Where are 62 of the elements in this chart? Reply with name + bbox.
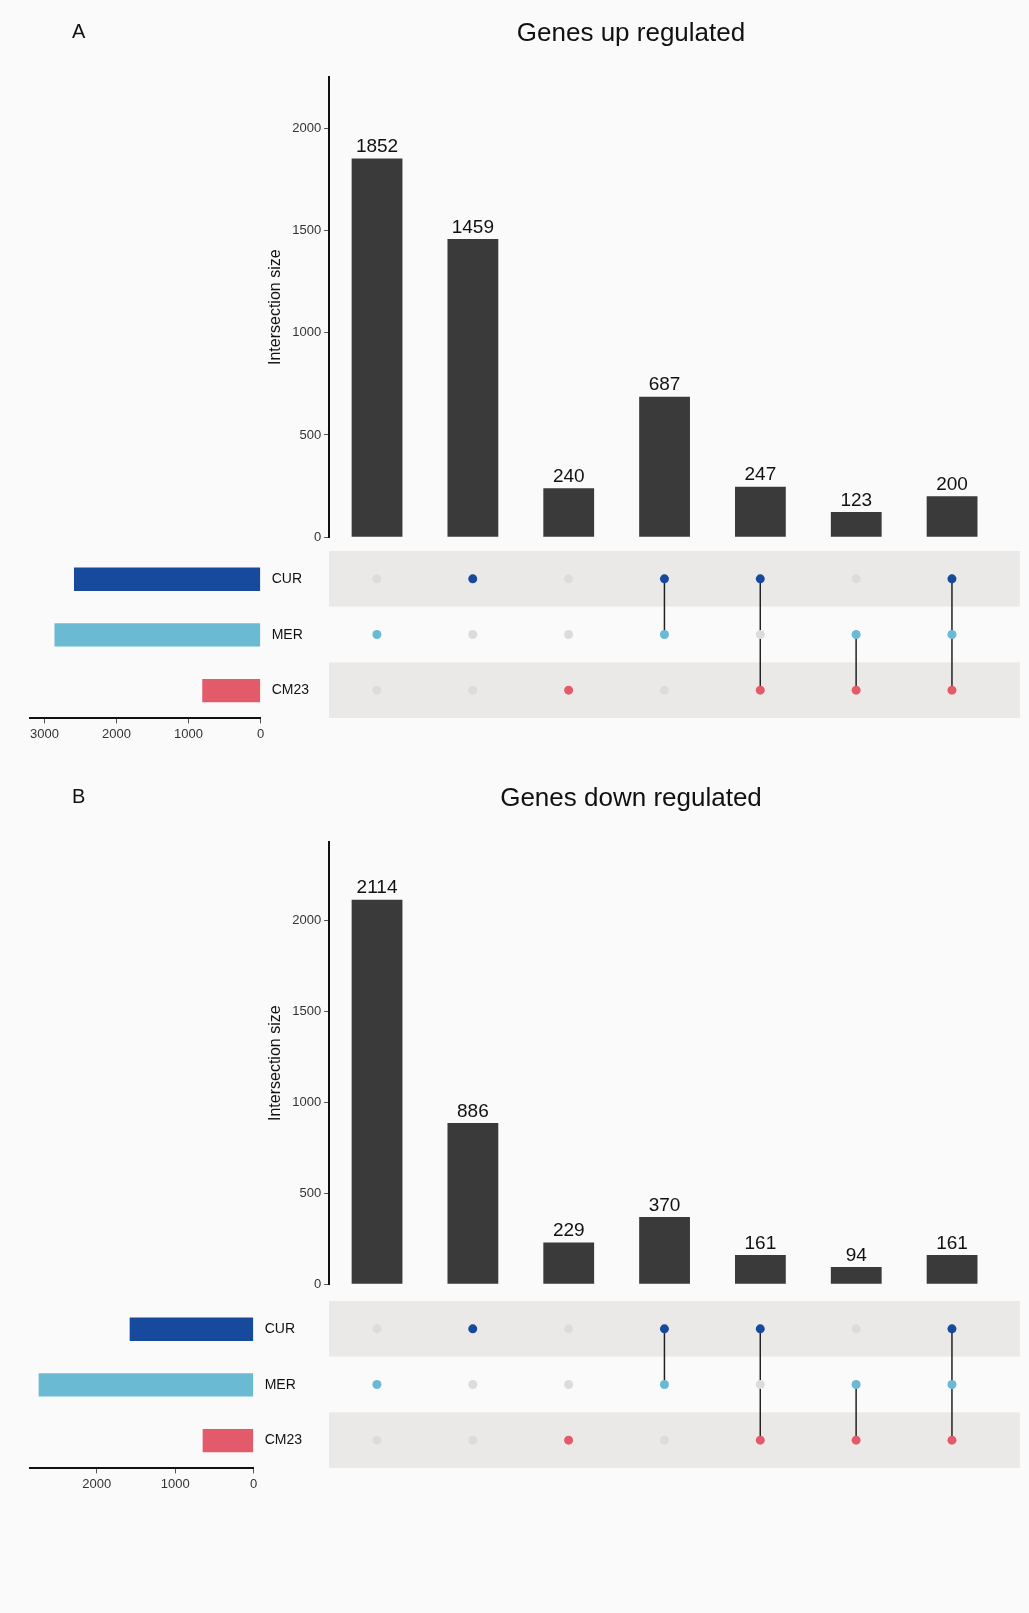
y-tick-label: 0: [313, 528, 322, 544]
bar: [73, 567, 261, 591]
bar: [830, 1267, 882, 1284]
bar: [639, 1216, 690, 1284]
x-tick-label: 2000: [102, 725, 131, 741]
y-tick-label: MER: [264, 1375, 296, 1392]
bar: [735, 1254, 786, 1284]
data-label: 886: [457, 1099, 489, 1121]
x-tick-label: 1000: [174, 725, 204, 741]
bar: [447, 238, 499, 537]
y-tick-label: 500: [299, 1184, 322, 1200]
x-tick-label: 0: [250, 1475, 258, 1491]
bar: [830, 512, 882, 537]
data-label: 161: [936, 1231, 968, 1253]
chart-title: Genes up regulated: [516, 16, 746, 47]
bar: [202, 1428, 254, 1453]
y-axis-title: Intersection size: [266, 1005, 284, 1121]
data-label: 94: [845, 1243, 868, 1265]
bar: [202, 678, 261, 703]
bar: [54, 623, 261, 647]
y-tick-label: CM23: [264, 1431, 303, 1448]
y-tick-label: 500: [299, 426, 322, 442]
y-tick-label: 1000: [292, 1093, 322, 1109]
data-label: 370: [648, 1193, 681, 1215]
y-axis-title: Intersection size: [266, 249, 284, 365]
y-tick-label: 1500: [292, 1002, 322, 1018]
bar: [543, 1242, 595, 1284]
x-tick-label: 2000: [82, 1475, 112, 1491]
y-tick-label: 1000: [292, 324, 322, 340]
data-label: 229: [552, 1219, 585, 1241]
bar: [38, 1373, 254, 1397]
y-tick-label: 2000: [292, 119, 322, 135]
y-tick-label: CUR: [264, 1320, 295, 1337]
text: A: [72, 19, 86, 42]
x-tick-label: 3000: [29, 725, 59, 741]
y-tick-label: MER: [271, 625, 303, 642]
data-label: 200: [936, 473, 968, 495]
y-tick-label: 1500: [292, 222, 322, 238]
bar: [639, 396, 690, 537]
data-label: 1459: [451, 215, 495, 237]
y-tick-label: 2000: [292, 911, 322, 927]
bar: [926, 496, 978, 537]
data-label: 161: [744, 1231, 777, 1253]
data-label: 247: [744, 463, 777, 485]
bar: [735, 486, 786, 537]
bar: [351, 899, 403, 1284]
bar: [351, 158, 403, 537]
data-label: 687: [648, 373, 681, 395]
data-label: 123: [840, 488, 873, 510]
bar: [447, 1123, 499, 1284]
bar: [129, 1317, 254, 1341]
x-tick-label: 1000: [160, 1475, 190, 1491]
data-label: 240: [552, 464, 585, 486]
chart-title: Genes down regulated: [500, 781, 762, 812]
y-tick-label: 0: [313, 1275, 322, 1291]
y-tick-label: CM23: [271, 681, 310, 698]
y-tick-label: CUR: [271, 570, 302, 587]
bar: [543, 488, 595, 537]
data-label: 2114: [356, 876, 398, 898]
data-label: 1852: [355, 135, 399, 157]
text: B: [72, 784, 86, 807]
bar: [926, 1254, 978, 1284]
